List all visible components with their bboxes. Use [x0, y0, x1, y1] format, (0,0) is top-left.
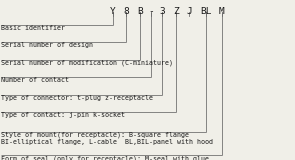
- Text: Serial number of modification (C-miniature): Serial number of modification (C-miniatu…: [1, 60, 173, 67]
- Text: BL: BL: [200, 7, 212, 16]
- Text: B: B: [137, 7, 143, 16]
- Text: M: M: [219, 7, 225, 16]
- Text: Type of contact: j-pin k-socket: Type of contact: j-pin k-socket: [1, 112, 124, 118]
- Text: Number of contact: Number of contact: [1, 77, 69, 83]
- Text: Style of mount(for receptacle): B-square flange
BI-elliptical flange, L-cable  B: Style of mount(for receptacle): B-square…: [1, 132, 213, 145]
- Text: -: -: [148, 7, 154, 16]
- Text: Serial number of design: Serial number of design: [1, 42, 93, 48]
- Text: Type of connector: t-plug z-receptacle: Type of connector: t-plug z-receptacle: [1, 95, 153, 101]
- Text: 3: 3: [159, 7, 165, 16]
- Text: Z: Z: [173, 7, 179, 16]
- Text: Form of seal (only for receptacle): M-seal with glue: Form of seal (only for receptacle): M-se…: [1, 155, 209, 160]
- Text: J: J: [186, 7, 192, 16]
- Text: Basic identifier: Basic identifier: [1, 25, 65, 31]
- Text: 8: 8: [123, 7, 129, 16]
- Text: Y: Y: [110, 7, 116, 16]
